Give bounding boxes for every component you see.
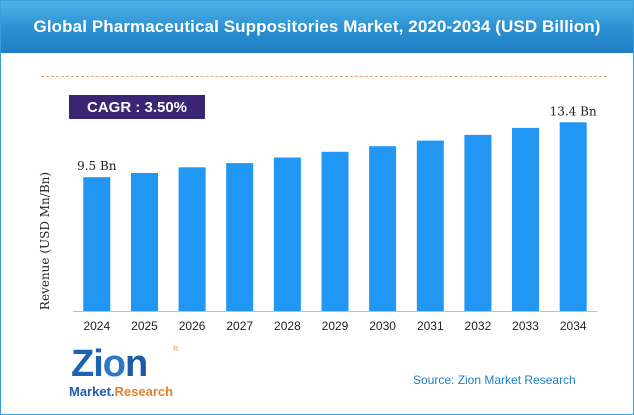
data-label-2024: 9.5 Bn: [77, 159, 117, 173]
logo-wordmark: Zion: [71, 343, 148, 385]
bar-2029: [321, 151, 349, 311]
chart-title: Global Pharmaceutical Suppositories Mark…: [1, 1, 633, 53]
title-divider: [41, 76, 607, 77]
x-tick-label-2028: 2028: [274, 319, 301, 333]
bar-2030: [369, 146, 397, 311]
x-tick-label-2030: 2030: [369, 319, 396, 333]
x-tick-label-2031: 2031: [417, 319, 444, 333]
data-label-2034: 13.4 Bn: [550, 104, 597, 118]
source-note: Source: Zion Market Research: [413, 373, 576, 387]
x-tick-label-2029: 2029: [322, 319, 349, 333]
bar-2028: [273, 157, 301, 311]
cagr-badge: CAGR : 3.50%: [69, 95, 205, 119]
x-tick-label-2026: 2026: [179, 319, 206, 333]
logo-tagline: Market.Research: [69, 384, 174, 399]
logo-registered-mark: ®: [173, 346, 179, 353]
bar-2033: [512, 127, 539, 312]
bar-2031: [416, 140, 444, 311]
zion-logo: Zion ® Market.Research: [67, 343, 179, 402]
x-tick-label-2034: 2034: [560, 319, 587, 333]
bar-2027: [226, 163, 254, 311]
bar-2025: [131, 173, 158, 311]
x-tick-label-2032: 2032: [465, 319, 492, 333]
bar-2034: [559, 122, 587, 311]
x-tick-label-2024: 2024: [83, 319, 110, 333]
x-tick-label-2033: 2033: [512, 319, 539, 333]
bar-2024: [83, 177, 111, 311]
x-tick-label-2027: 2027: [226, 319, 253, 333]
bar-2032: [464, 134, 492, 311]
x-tick-label-2025: 2025: [131, 319, 158, 333]
bar-2026: [178, 167, 206, 311]
